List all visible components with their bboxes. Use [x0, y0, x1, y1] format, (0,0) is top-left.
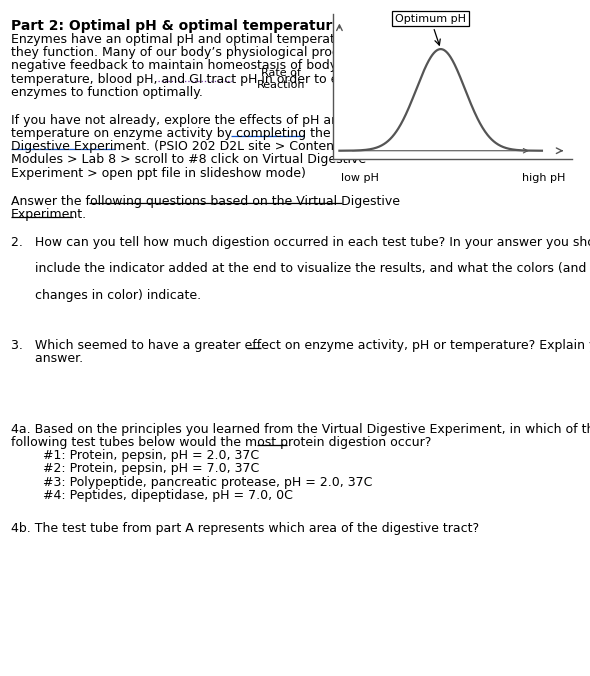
Text: Experiment > open ppt file in slideshow mode): Experiment > open ppt file in slideshow …: [11, 167, 306, 180]
Text: temperature, blood pH, and GI tract pH in order to enable: temperature, blood pH, and GI tract pH i…: [11, 73, 373, 86]
Text: changes in color) indicate.: changes in color) indicate.: [11, 289, 201, 301]
Text: If you have not already, explore the effects of pH and: If you have not already, explore the eff…: [11, 114, 346, 127]
Text: Answer the following questions based on the Virtual Digestive: Answer the following questions based on …: [11, 195, 399, 208]
Text: high pH: high pH: [522, 174, 565, 183]
Text: they function. Many of our body’s physiological processes use: they function. Many of our body’s physio…: [11, 47, 399, 59]
Text: 3.   Which seemed to have a greater effect on enzyme activity, pH or temperature: 3. Which seemed to have a greater effect…: [11, 339, 590, 352]
Text: answer.: answer.: [11, 352, 83, 365]
Text: low pH: low pH: [340, 174, 378, 183]
Text: 4b. The test tube from part A represents which area of the digestive tract?: 4b. The test tube from part A represents…: [11, 523, 478, 535]
Text: #1: Protein, pepsin, pH = 2.0, 37C: #1: Protein, pepsin, pH = 2.0, 37C: [11, 450, 259, 462]
Text: 2.   How can you tell how much digestion occurred in each test tube? In your ans: 2. How can you tell how much digestion o…: [11, 236, 590, 249]
Text: Part 2: Optimal pH & optimal temperature of enzymes: Part 2: Optimal pH & optimal temperature…: [11, 19, 435, 33]
Text: Modules > Lab 8 > scroll to #8 click on Virtual Digestive: Modules > Lab 8 > scroll to #8 click on …: [11, 153, 366, 166]
Text: #2: Protein, pepsin, pH = 7.0, 37C: #2: Protein, pepsin, pH = 7.0, 37C: [11, 462, 259, 475]
Text: Rate of
Reaction: Rate of Reaction: [257, 68, 305, 90]
Text: #3: Polypeptide, pancreatic protease, pH = 2.0, 37C: #3: Polypeptide, pancreatic protease, pH…: [11, 476, 372, 489]
Text: temperature on enzyme activity by completing the Virtual: temperature on enzyme activity by comple…: [11, 127, 375, 140]
Text: Optimum pH: Optimum pH: [395, 14, 466, 45]
Text: Experiment.: Experiment.: [11, 208, 87, 221]
Text: negative feedback to maintain homeostasis of body: negative feedback to maintain homeostasi…: [11, 59, 337, 72]
Text: include the indicator added at the end to visualize the results, and what the co: include the indicator added at the end t…: [11, 262, 586, 275]
Text: #4: Peptides, dipeptidase, pH = 7.0, 0C: #4: Peptides, dipeptidase, pH = 7.0, 0C: [11, 489, 293, 502]
Text: 4a. Based on the principles you learned from the Virtual Digestive Experiment, i: 4a. Based on the principles you learned …: [11, 423, 590, 436]
Text: Enzymes have an optimal pH and optimal temperature at which: Enzymes have an optimal pH and optimal t…: [11, 33, 412, 46]
Text: Digestive Experiment. (PSIO 202 D2L site > Content > Lab: Digestive Experiment. (PSIO 202 D2L site…: [11, 141, 379, 153]
Text: enzymes to function optimally.: enzymes to function optimally.: [11, 86, 202, 99]
Text: following test tubes below would the most protein digestion occur?: following test tubes below would the mos…: [11, 436, 431, 449]
